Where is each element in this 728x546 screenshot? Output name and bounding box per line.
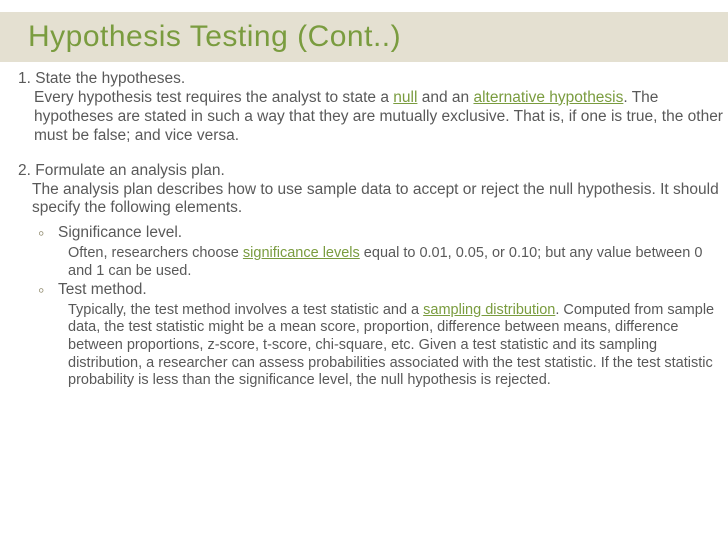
item-2-sublist: Significance level. Often, researchers c… — [18, 224, 724, 390]
sub2-text-pre: Typically, the test method involves a te… — [68, 302, 423, 318]
slide-content: 1. State the hypotheses. Every hypothesi… — [18, 70, 724, 390]
item-1-text-mid: and an — [417, 89, 473, 106]
sub-test-method-body: Typically, the test method involves a te… — [38, 302, 724, 390]
title-band: Hypothesis Testing (Cont..) — [0, 12, 728, 62]
sub-significance-head: Significance level. — [38, 224, 724, 243]
slide-title: Hypothesis Testing (Cont..) — [28, 20, 401, 54]
link-null[interactable]: null — [393, 89, 417, 106]
sub1-text-pre: Often, researchers choose — [68, 245, 243, 261]
item-1-text-pre: Every hypothesis test requires the analy… — [34, 89, 393, 106]
item-1-head: 1. State the hypotheses. — [18, 70, 724, 89]
sub-test-method-head: Test method. — [38, 281, 724, 300]
item-2-head: 2. Formulate an analysis plan. — [18, 162, 724, 181]
link-significance-levels[interactable]: significance levels — [243, 245, 360, 261]
item-2-body: The analysis plan describes how to use s… — [18, 181, 724, 219]
item-1-body: Every hypothesis test requires the analy… — [18, 89, 724, 146]
sub-significance-body: Often, researchers choose significance l… — [38, 245, 724, 280]
link-alternative-hypothesis[interactable]: alternative hypothesis — [473, 89, 623, 106]
link-sampling-distribution[interactable]: sampling distribution — [423, 302, 555, 318]
